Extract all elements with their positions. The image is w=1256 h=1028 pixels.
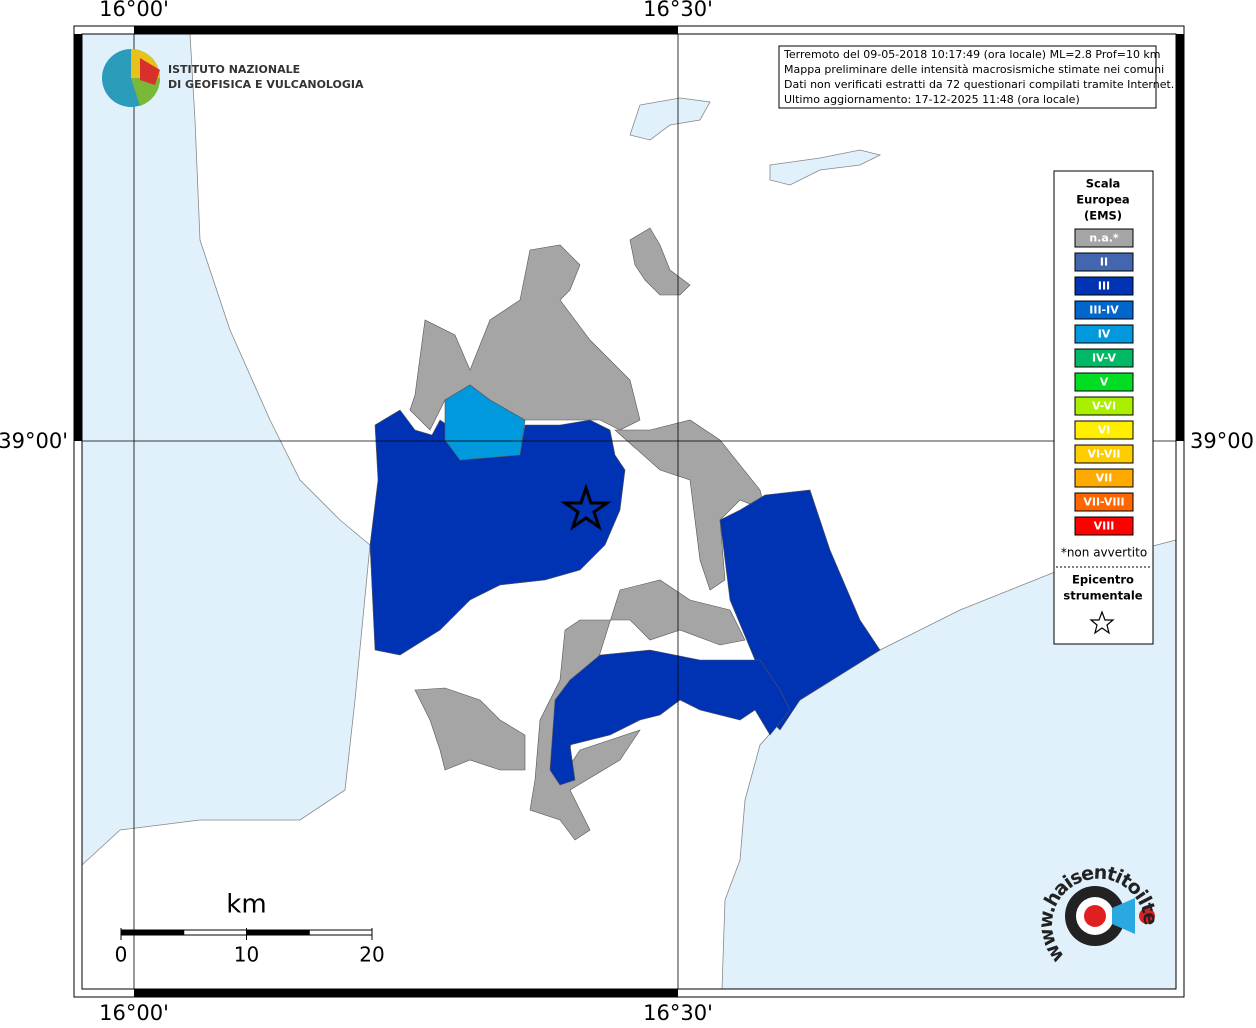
scale-label: 10 xyxy=(234,943,259,967)
legend-label: II xyxy=(1100,256,1108,269)
legend-title: Europea xyxy=(1076,193,1129,207)
legend-swatch xyxy=(1074,444,1134,464)
legend-title: Scala xyxy=(1086,177,1121,191)
scale-bar: 0 10 20 km xyxy=(115,890,385,967)
legend-label: VIII xyxy=(1094,520,1115,533)
info-box xyxy=(778,45,1157,109)
legend-swatch xyxy=(1074,252,1134,272)
municipality xyxy=(614,419,766,591)
epicentre xyxy=(560,483,612,531)
legend-label: VI xyxy=(1098,424,1111,437)
scale-segment xyxy=(183,929,247,936)
scale-unit: km xyxy=(226,890,266,920)
scale-label: 20 xyxy=(359,943,384,967)
legend-label: III xyxy=(1098,280,1110,293)
legend-swatch xyxy=(1074,372,1134,392)
logo-text: ISTITUTO NAZIONALE xyxy=(168,63,300,76)
legend-label: n.a.* xyxy=(1089,232,1119,245)
logo-text: DI GEOFISICA E VULCANOLOGIA xyxy=(168,78,364,91)
info: Terremoto del 09-05-2018 10:17:49 (ora l… xyxy=(783,48,1174,106)
legend-swatch xyxy=(1074,324,1134,344)
legend-swatch xyxy=(1074,300,1134,320)
legend-label: III-IV xyxy=(1089,304,1119,317)
legend-star xyxy=(1089,610,1115,635)
ingv-logo: ISTITUTO NAZIONALE DI GEOFISICA E VULCAN… xyxy=(102,49,364,107)
info-line: Mappa preliminare delle intensità macros… xyxy=(784,63,1164,76)
scale-segment xyxy=(308,929,373,936)
lon-label: 16°00' xyxy=(99,1001,169,1024)
lat-label: 39°00' xyxy=(1190,429,1256,453)
graticule xyxy=(82,34,1176,989)
scale-label: 0 xyxy=(115,943,128,967)
info-line: Terremoto del 09-05-2018 10:17:49 (ora l… xyxy=(783,48,1161,61)
lake xyxy=(769,149,882,186)
municipality xyxy=(369,409,626,656)
legend-swatch xyxy=(1074,396,1134,416)
legend-swatch xyxy=(1074,516,1134,536)
legend-label: VII-VIII xyxy=(1083,496,1124,509)
sea-east xyxy=(721,539,1177,990)
legend-epicentre: strumentale xyxy=(1063,589,1142,603)
frame xyxy=(73,25,1185,998)
legend-label: IV xyxy=(1098,328,1111,341)
legend-label: VI-VII xyxy=(1087,448,1120,461)
municipalities xyxy=(369,227,881,841)
sea-west xyxy=(81,33,371,866)
legend-swatch xyxy=(1074,420,1134,440)
legend-label: IV-V xyxy=(1092,352,1117,365)
municipality xyxy=(414,687,526,771)
scale-segment xyxy=(120,929,185,936)
lon-label: 16°00' xyxy=(99,0,169,21)
lat-label: 39°00' xyxy=(0,429,68,453)
lon-label: 16°30' xyxy=(643,0,713,21)
legend-swatch xyxy=(1074,276,1134,296)
legend-epicentre: Epicentro xyxy=(1072,573,1134,587)
info-line: Dati non verificati estratti da 72 quest… xyxy=(784,78,1174,91)
municipality xyxy=(549,649,791,786)
scale-segment xyxy=(246,929,310,936)
legend-label: VII xyxy=(1096,472,1113,485)
legend-note: *non avvertito xyxy=(1061,546,1147,560)
municipality xyxy=(629,227,691,296)
municipality xyxy=(529,579,746,841)
lon-label: 16°30' xyxy=(643,1001,713,1024)
lake xyxy=(629,97,711,141)
legend-items: ScalaEuropea(EMS)n.a.*IIIIIIII-IVIVIV-VV… xyxy=(1061,177,1147,603)
info-line: Ultimo aggiornamento: 17-12-2025 11:48 (… xyxy=(784,93,1080,106)
legend-swatch xyxy=(1074,348,1134,368)
legend-swatch xyxy=(1074,468,1134,488)
legend-swatch xyxy=(1074,492,1134,512)
legend-label: V-VI xyxy=(1092,400,1116,413)
legend-title: (EMS) xyxy=(1084,209,1122,223)
legend-swatch xyxy=(1074,228,1134,248)
legend-label: V xyxy=(1100,376,1109,389)
